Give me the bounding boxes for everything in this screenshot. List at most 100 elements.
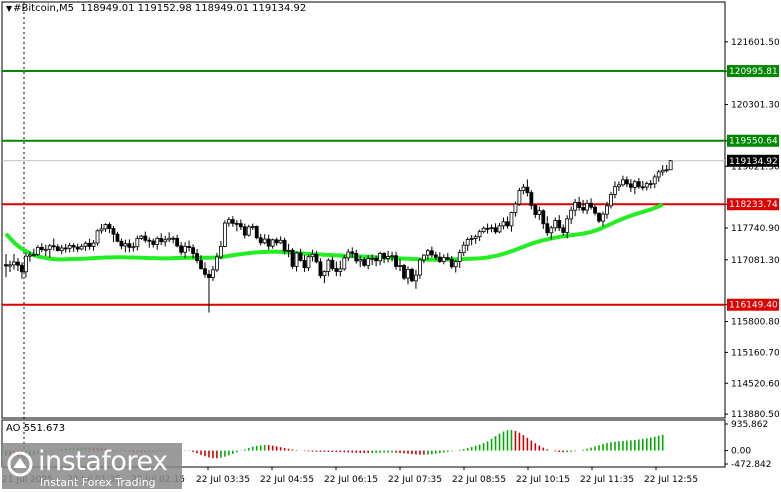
candle-bear bbox=[624, 179, 629, 185]
candle-bear bbox=[111, 228, 116, 235]
instaforex-logo: instaforex Instant Forex Trading bbox=[4, 444, 184, 490]
candle-bear bbox=[159, 238, 164, 243]
candle-bear bbox=[334, 268, 339, 272]
candle-bear bbox=[640, 186, 645, 189]
candle-bear bbox=[302, 260, 307, 269]
price-tick-label: 115800.80 bbox=[731, 318, 780, 328]
candle-bear bbox=[374, 257, 379, 262]
candle-bear bbox=[107, 224, 112, 229]
candle-bear bbox=[39, 246, 44, 251]
candle-bull bbox=[270, 239, 275, 247]
candle-bull bbox=[322, 271, 327, 277]
candle-bear bbox=[147, 239, 152, 242]
price-panel-frame bbox=[1, 1, 726, 419]
candle-bull bbox=[59, 247, 64, 252]
candle-bull bbox=[215, 256, 219, 271]
candle-bull bbox=[131, 246, 136, 249]
candle-bull bbox=[163, 239, 168, 243]
candle-bear bbox=[433, 254, 438, 258]
support-level-tag bbox=[727, 198, 779, 211]
candle-bull bbox=[23, 255, 28, 273]
candle-bull bbox=[418, 259, 422, 276]
price-tick-label: 117740.90 bbox=[731, 224, 780, 234]
candle-bear bbox=[350, 251, 355, 254]
candle-bull bbox=[461, 244, 466, 253]
candle-bull bbox=[465, 239, 470, 246]
candle-bull bbox=[386, 256, 390, 259]
candle-bear bbox=[63, 247, 68, 250]
candle-bear bbox=[238, 223, 243, 228]
time-axis-label: 22 Jul 11:35 bbox=[580, 475, 634, 485]
candle-bear bbox=[207, 273, 211, 278]
candle-bear bbox=[449, 258, 454, 268]
candle-bull bbox=[43, 248, 48, 251]
candle-bull bbox=[656, 171, 661, 178]
candle-bear bbox=[505, 221, 510, 227]
candle-bull bbox=[378, 252, 383, 262]
candle-bull bbox=[553, 220, 558, 229]
candle-bull bbox=[370, 257, 375, 260]
candle-bull bbox=[27, 254, 32, 257]
logo-subtitle: Instant Forex Trading bbox=[40, 476, 156, 489]
candle-bear bbox=[402, 265, 406, 279]
candle-bull bbox=[398, 265, 402, 267]
price-tick-label: 120301.30 bbox=[731, 101, 780, 111]
candle-bear bbox=[143, 235, 148, 241]
candle-bull bbox=[565, 218, 570, 233]
candle-bear bbox=[16, 261, 20, 266]
candle-bull bbox=[537, 210, 542, 215]
candle-bear bbox=[171, 237, 176, 240]
candle-bear bbox=[242, 226, 247, 236]
candle-bull bbox=[521, 186, 526, 191]
candle-bull bbox=[406, 268, 410, 279]
ao-indicator-label: AO 551.673 bbox=[6, 423, 66, 434]
candle-bull bbox=[262, 238, 267, 244]
candle-bull bbox=[95, 230, 100, 244]
time-axis-label: 22 Jul 10:15 bbox=[516, 475, 570, 485]
price-tick-label: 113880.50 bbox=[731, 410, 780, 420]
candle-bull bbox=[457, 252, 462, 262]
candle-bear bbox=[628, 183, 633, 188]
candle-bull bbox=[501, 221, 506, 227]
candle-bull bbox=[99, 228, 104, 232]
time-axis-label: 22 Jul 07:35 bbox=[388, 475, 442, 485]
candle-bull bbox=[549, 227, 554, 234]
instaforex-logo-icon bbox=[7, 451, 33, 477]
candle-bull bbox=[425, 250, 430, 256]
candle-bull bbox=[246, 226, 251, 236]
candle-bull bbox=[346, 251, 351, 259]
candle-bear bbox=[4, 264, 8, 267]
candle-bear bbox=[203, 268, 207, 275]
time-axis-label: 22 Jul 08:55 bbox=[452, 475, 506, 485]
ao-tick-label: 935.862 bbox=[731, 420, 768, 430]
candle-bear bbox=[525, 186, 530, 193]
candle-bull bbox=[31, 254, 36, 256]
candle-bear bbox=[529, 192, 534, 206]
candle-bull bbox=[83, 242, 88, 247]
candle-bull bbox=[67, 245, 72, 249]
candle-bull bbox=[338, 268, 343, 272]
candle-bull bbox=[358, 259, 363, 262]
candle-bear bbox=[127, 243, 132, 248]
time-axis-label: 22 Jul 06:15 bbox=[324, 475, 378, 485]
candle-bull bbox=[103, 224, 108, 230]
candle-bull bbox=[644, 183, 649, 188]
ao-tick-label: 0.00 bbox=[731, 447, 751, 457]
candle-bear bbox=[71, 245, 76, 248]
candle-bull bbox=[310, 253, 315, 258]
candle-bull bbox=[481, 227, 486, 233]
candle-bear bbox=[55, 246, 60, 252]
candle-bear bbox=[230, 219, 235, 224]
candle-bear bbox=[290, 249, 295, 267]
candle-bear bbox=[445, 257, 450, 260]
candle-bull bbox=[211, 269, 215, 278]
candle-bull bbox=[123, 243, 128, 247]
candle-bear bbox=[648, 183, 653, 185]
candle-bull bbox=[294, 252, 299, 267]
candle-bear bbox=[115, 233, 120, 242]
candle-bull bbox=[573, 201, 578, 211]
resistance-level-tag bbox=[727, 65, 779, 78]
candle-bear bbox=[577, 201, 582, 208]
